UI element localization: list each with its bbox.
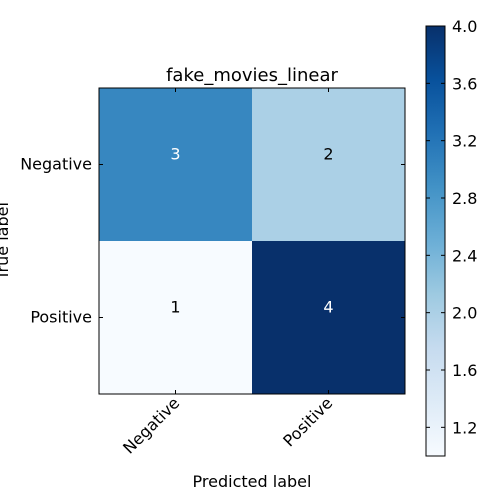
axis-ticks (99, 88, 405, 394)
heatmap-cell (252, 88, 405, 241)
y-tick-label: Positive (30, 308, 92, 327)
colorbar-tick-label: 2.8 (452, 189, 477, 208)
heatmap-cell (252, 241, 405, 394)
x-tick-label: Negative (119, 393, 183, 457)
y-tick-label: Negative (20, 155, 92, 174)
chart-title: fake_movies_linear (166, 65, 338, 86)
y-tick-labels: Negative Positive (20, 155, 92, 327)
heatmap-cell (99, 241, 252, 394)
plot-frame (98, 87, 406, 395)
cell-value-label: 3 (170, 145, 180, 164)
heatmap-cells (99, 88, 405, 394)
colorbar-tick-label: 1.2 (452, 418, 477, 437)
cell-value-label: 1 (170, 298, 180, 317)
colorbar-tick-label: 2.0 (452, 304, 477, 323)
colorbar (425, 25, 446, 457)
colorbar-ticks: 1.2 1.6 2.0 2.4 2.8 3.2 3.6 4.0 (426, 17, 477, 437)
cell-value-label: 4 (323, 298, 333, 317)
x-tick-labels: Negative Positive (119, 393, 336, 457)
heatmap-cell-labels: 3 2 1 4 (170, 145, 333, 317)
colorbar-tick-label: 1.6 (452, 361, 477, 380)
colorbar-tick-label: 3.2 (452, 132, 477, 151)
x-axis-label: Predicted label (193, 472, 312, 491)
colorbar-tick-label: 2.4 (452, 246, 477, 265)
cell-value-label: 2 (323, 145, 333, 164)
colorbar-tick-label: 3.6 (452, 74, 477, 93)
colorbar-tick-label: 4.0 (452, 17, 477, 36)
heatmap-cell (99, 88, 252, 241)
x-tick-label: Positive (279, 393, 336, 450)
y-axis-label: True label (0, 202, 12, 281)
